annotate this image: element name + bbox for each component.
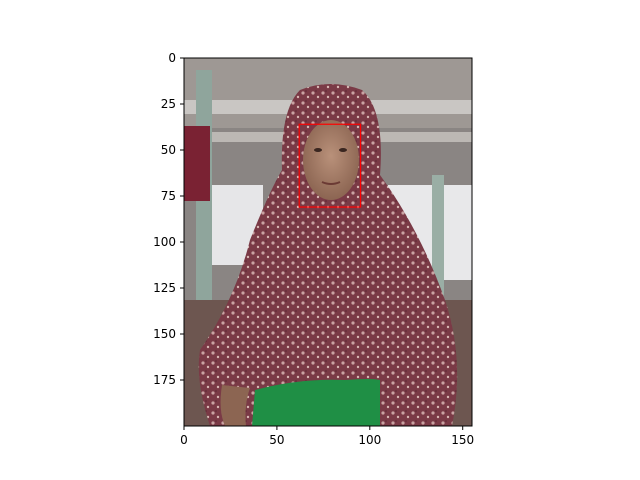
red-panel: [184, 126, 210, 201]
photo: [184, 58, 472, 426]
mouth: [321, 181, 341, 185]
y-tick-label: 175: [153, 373, 176, 387]
y-tick-label: 25: [161, 97, 176, 111]
right-eye: [339, 148, 347, 152]
shirt: [252, 379, 380, 426]
x-axis: 0 50 100 150: [180, 426, 474, 447]
left-eye: [314, 148, 322, 152]
face-bounding-box: [298, 123, 362, 208]
face: [303, 120, 359, 200]
scarf: [198, 84, 458, 426]
y-tick-label: 50: [161, 143, 176, 157]
y-axis: 0 25 50 75 100 125 150 175: [153, 51, 184, 387]
x-tick-label: 100: [358, 433, 381, 447]
x-tick-label: 50: [269, 433, 284, 447]
left-arm: [220, 385, 250, 426]
x-tick-label: 0: [180, 433, 188, 447]
y-tick-label: 125: [153, 281, 176, 295]
x-tick-label: 150: [451, 433, 474, 447]
y-tick-label: 0: [168, 51, 176, 65]
y-tick-label: 100: [153, 235, 176, 249]
y-tick-label: 150: [153, 327, 176, 341]
y-tick-label: 75: [161, 189, 176, 203]
